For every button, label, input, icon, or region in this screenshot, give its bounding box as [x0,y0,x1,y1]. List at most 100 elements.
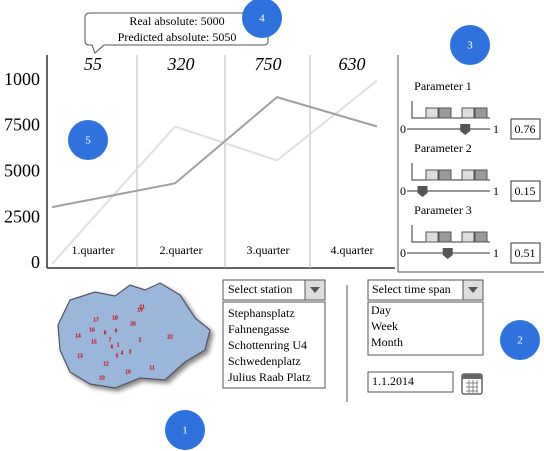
badge-label: 4 [259,13,265,25]
quarter-value: 750 [255,54,282,74]
time-option: Day [371,303,391,317]
date-input[interactable] [367,371,454,393]
slider-icon-box [474,107,488,119]
district-label: 19 [137,307,143,313]
slider-icon-box [438,169,452,181]
station-option: Schwedenplatz [228,354,301,368]
district-label: 11 [149,365,155,371]
district-label: 15 [91,339,97,345]
district-label: 21 [139,304,145,310]
parameter-name: Parameter 2 [414,141,472,155]
station-option: Stephansplatz [228,306,295,320]
y-tick-label: 0 [31,252,40,272]
vienna-map [57,282,211,389]
station-option: Schottenring U4 [228,338,307,352]
quarter-value: 320 [167,54,195,74]
district-label: 8 [104,330,107,336]
badge [450,25,490,65]
badge [68,120,108,160]
parameter-name: Parameter 1 [414,79,472,93]
quarter-label: 1.quarter [72,243,115,257]
district-label: 13 [77,353,83,359]
station-list [222,301,326,389]
slider-icon-box [461,169,475,181]
quarter-value: 630 [339,54,366,74]
slider-icon-box [461,107,475,119]
parameter-value: 0.51 [515,246,536,260]
slider-max: 1 [493,246,499,260]
station-option: Fahnengasse [228,322,289,336]
district-label: 22 [167,334,173,340]
parameter-value: 0.15 [515,184,536,198]
district-label: 3 [129,349,132,355]
station-header: Select station [228,282,292,296]
slider-icon-box [425,169,439,181]
y-tick-label: 2500 [4,206,40,226]
badge [165,410,205,450]
date-value: 1.1.2014 [372,374,414,388]
slider-icon-box [425,107,439,119]
slider-icon-box [474,231,488,243]
district-label: 18 [112,315,118,321]
value-box [510,180,541,202]
dropdown-arrow [468,287,478,293]
slider-icon-box [438,107,452,119]
district-label: 10 [125,369,131,375]
district-label: 14 [75,333,81,339]
time-header: Select time span [372,282,451,296]
slider-max: 1 [493,184,499,198]
slider-thumb [460,124,471,135]
value-box [510,242,541,264]
badge-label: 5 [85,135,91,147]
slider-thumb [442,248,453,259]
slider-min: 0 [400,246,406,260]
slider-icon-box [461,231,475,243]
quarter-label: 4.quarter [331,243,374,257]
district-label: 17 [93,317,99,323]
quarter-label: 2.quarter [160,243,203,257]
slider-icon-box [438,231,452,243]
calendar-icon[interactable] [461,373,483,395]
quarter-value: 55 [84,54,102,74]
series-line [51,96,378,209]
slider-thumb [417,186,428,197]
district-label: 1 [117,342,120,348]
slider-min: 0 [400,184,406,198]
slider-icon-box [425,231,439,243]
district-label: 23 [99,375,105,381]
slider-min: 0 [400,122,406,136]
time-option: Month [371,335,403,349]
calendar-grid [466,380,478,393]
y-tick-label: 1000 [4,69,40,89]
district-label: 5 [116,353,119,359]
district-label: 20 [130,321,136,327]
calendar-top [462,374,482,379]
time-list [367,301,484,356]
district-label: 4 [121,350,124,356]
y-tick-label: 7500 [4,115,40,135]
district-label: 6 [111,344,114,350]
tooltip-predicted: Predicted absolute: 5050 [118,30,237,44]
parameter-value: 0.76 [515,122,536,136]
badge-label: 1 [182,425,188,437]
slider-icon-box [474,169,488,181]
badge [242,0,282,38]
value-box [510,118,541,140]
district-label: 9 [115,328,118,334]
parameter-name: Parameter 3 [414,203,472,217]
slider-max: 1 [493,122,499,136]
badge [500,320,540,360]
series-line [51,79,378,265]
badge-label: 3 [467,40,473,52]
time-option: Week [371,319,398,333]
tooltip-real: Real absolute: 5000 [129,14,224,28]
quarter-label: 3.quarter [247,243,290,257]
badge-label: 2 [517,335,523,347]
y-tick-label: 5000 [4,160,40,180]
district-label: 7 [109,337,112,343]
district-label: 12 [103,361,109,367]
station-option: Julius Raab Platz [228,370,311,384]
district-label: 2 [139,337,142,343]
district-label: 16 [89,327,95,333]
